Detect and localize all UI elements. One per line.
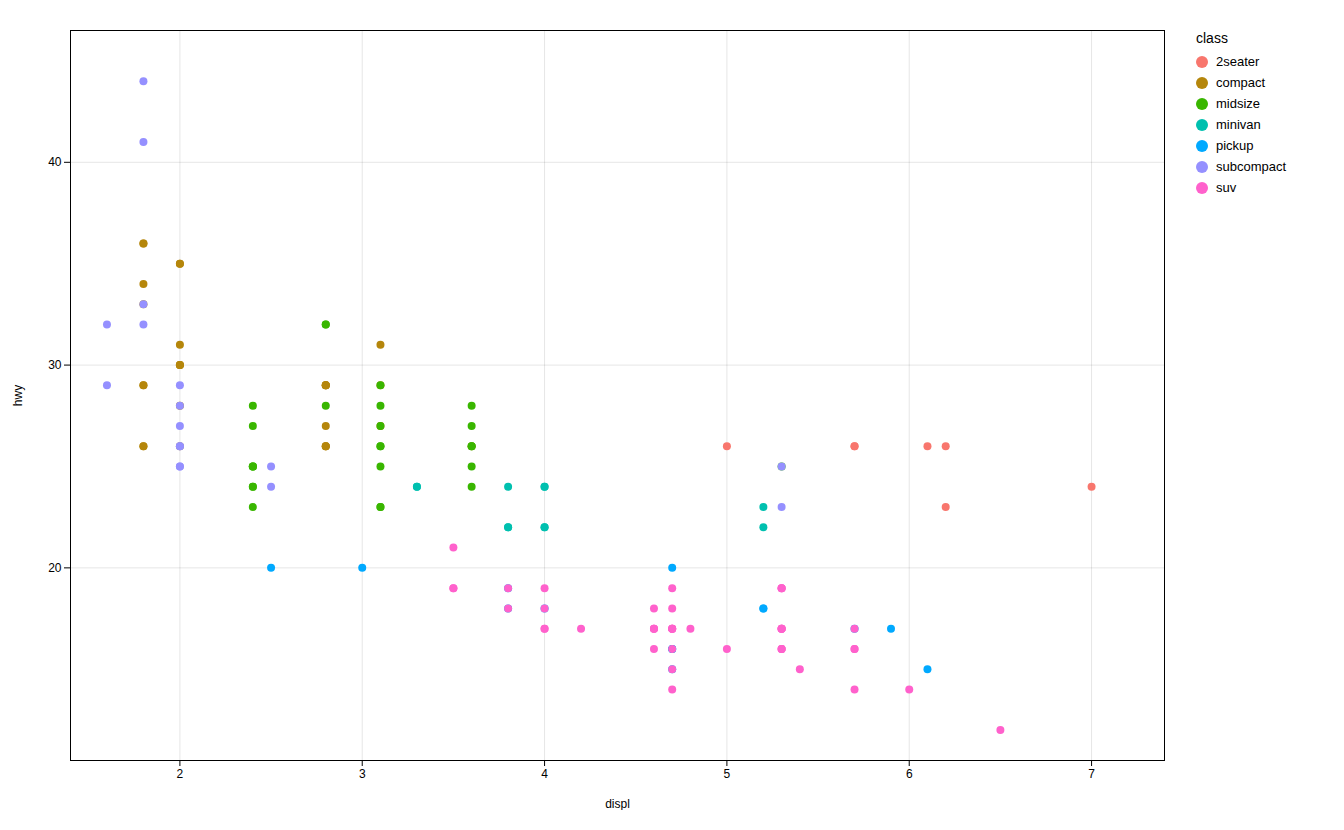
html-text:suv: suv bbox=[1216, 180, 1237, 195]
html-text:class: class bbox=[1196, 30, 1228, 46]
svg-text:5: 5 bbox=[724, 767, 731, 781]
html-text:compact: compact bbox=[1216, 75, 1266, 90]
svg-text:hwy: hwy bbox=[11, 385, 25, 406]
svg-text:30: 30 bbox=[48, 358, 62, 372]
html-text:2seater: 2seater bbox=[1216, 54, 1260, 69]
html-text:minivan: minivan bbox=[1216, 117, 1261, 132]
svg-text:40: 40 bbox=[48, 155, 62, 169]
svg-text:4: 4 bbox=[541, 767, 548, 781]
html-text:midsize: midsize bbox=[1216, 96, 1261, 111]
svg-text:3: 3 bbox=[359, 767, 366, 781]
html-text:pickup: pickup bbox=[1216, 138, 1254, 153]
svg-text:6: 6 bbox=[906, 767, 913, 781]
html-text:subcompact: subcompact bbox=[1216, 159, 1287, 174]
svg-text:7: 7 bbox=[1088, 767, 1095, 781]
svg-text:2: 2 bbox=[177, 767, 184, 781]
svg-text:displ: displ bbox=[605, 797, 630, 811]
svg-text:20: 20 bbox=[48, 561, 62, 575]
